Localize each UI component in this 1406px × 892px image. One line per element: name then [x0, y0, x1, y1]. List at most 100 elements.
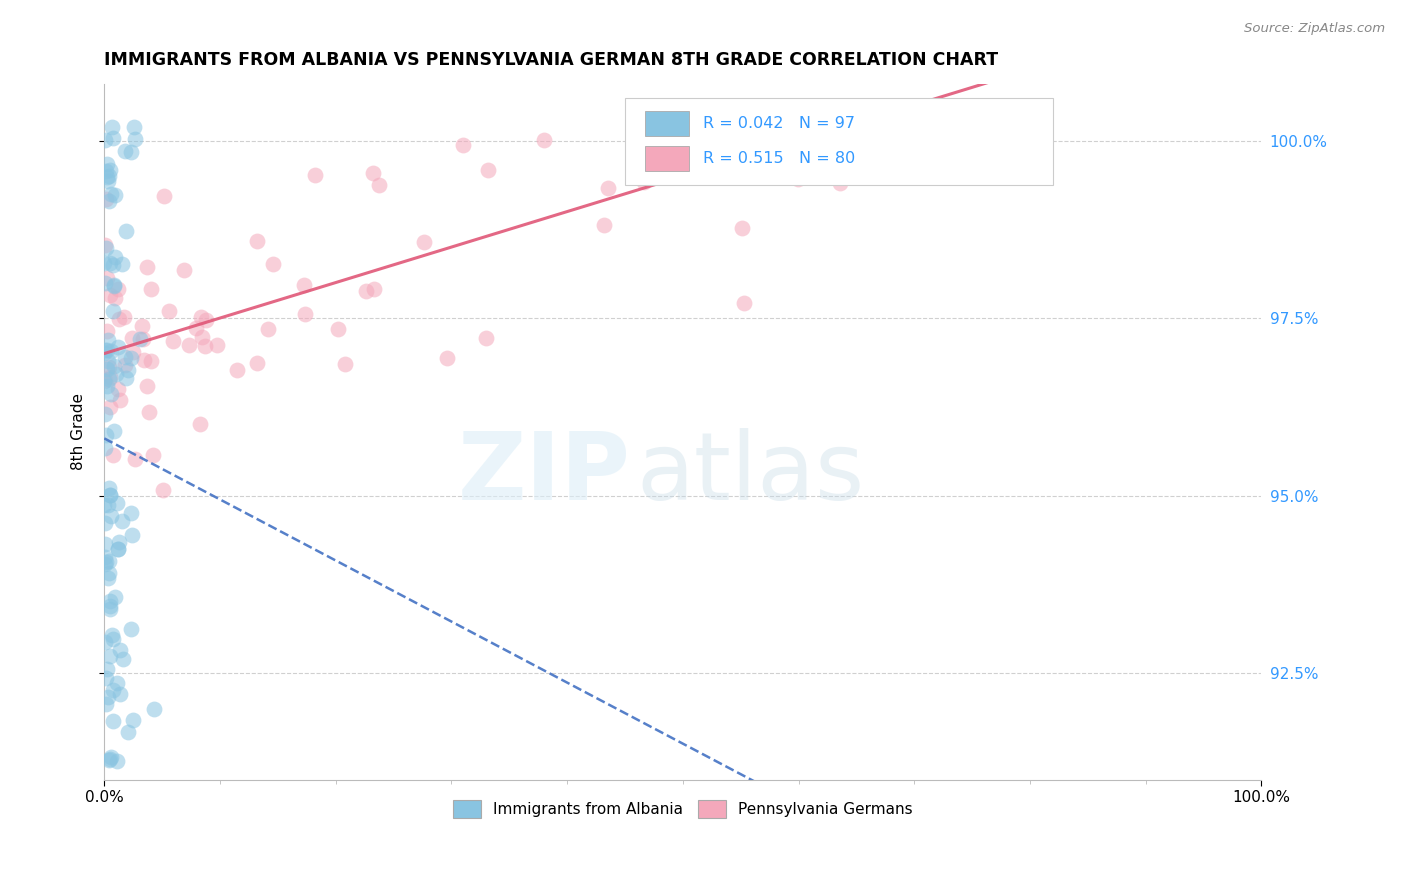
- Point: [142, 702, 165, 716]
- Point: [97, 333, 120, 347]
- Point: [335, 358, 357, 372]
- Point: [120, 506, 142, 520]
- Point: [111, 257, 134, 271]
- Text: atlas: atlas: [637, 427, 865, 520]
- Bar: [645, 146, 689, 171]
- Point: [108, 535, 131, 549]
- Point: [122, 345, 145, 359]
- Point: [633, 175, 655, 189]
- Point: [257, 322, 280, 336]
- Point: [304, 169, 326, 183]
- Point: [157, 304, 180, 318]
- Point: [153, 189, 176, 203]
- Point: [648, 112, 671, 127]
- Point: [803, 112, 825, 127]
- Point: [94, 192, 117, 206]
- Point: [139, 353, 162, 368]
- Point: [114, 350, 136, 364]
- Point: [98, 194, 121, 208]
- Point: [94, 536, 117, 550]
- Point: [98, 369, 121, 384]
- Point: [100, 387, 122, 401]
- Point: [96, 697, 118, 711]
- Point: [326, 322, 349, 336]
- Point: [114, 358, 136, 372]
- Point: [94, 516, 117, 530]
- Point: [93, 442, 115, 456]
- Point: [98, 648, 121, 663]
- Point: [742, 112, 765, 127]
- Point: [136, 260, 159, 274]
- Point: [436, 351, 458, 366]
- Point: [93, 374, 115, 388]
- Point: [363, 282, 385, 296]
- Point: [162, 334, 184, 348]
- Point: [190, 310, 212, 324]
- Point: [98, 372, 121, 386]
- Point: [114, 224, 136, 238]
- Point: [94, 554, 117, 568]
- Point: [97, 173, 120, 187]
- Point: [184, 320, 207, 334]
- Point: [107, 542, 129, 557]
- Point: [94, 671, 117, 685]
- Point: [103, 359, 125, 373]
- Point: [94, 277, 117, 291]
- Point: [361, 166, 384, 180]
- Point: [108, 392, 131, 407]
- Point: [101, 683, 124, 698]
- Point: [191, 330, 214, 344]
- Point: [94, 241, 117, 255]
- Text: ZIP: ZIP: [458, 427, 631, 520]
- Point: [110, 643, 132, 657]
- Point: [246, 356, 269, 370]
- Bar: [645, 112, 689, 136]
- Point: [823, 129, 845, 144]
- Point: [98, 288, 121, 302]
- Point: [96, 378, 118, 392]
- Point: [122, 713, 145, 727]
- Point: [93, 132, 115, 146]
- Text: Source: ZipAtlas.com: Source: ZipAtlas.com: [1244, 22, 1385, 36]
- Point: [112, 310, 135, 324]
- Point: [107, 382, 129, 396]
- Point: [97, 353, 120, 368]
- Point: [94, 550, 117, 565]
- Point: [98, 599, 121, 613]
- Point: [93, 343, 115, 357]
- Point: [596, 181, 619, 195]
- Point: [105, 676, 128, 690]
- Point: [97, 571, 120, 585]
- Point: [179, 338, 201, 352]
- Point: [98, 359, 121, 374]
- Point: [105, 754, 128, 768]
- Point: [100, 628, 122, 642]
- Point: [117, 363, 139, 377]
- Point: [593, 219, 616, 233]
- Point: [94, 428, 117, 442]
- Point: [724, 112, 747, 127]
- Point: [98, 256, 121, 270]
- Point: [98, 163, 121, 178]
- Point: [101, 304, 124, 318]
- Point: [98, 602, 121, 616]
- Point: [97, 690, 120, 704]
- Point: [731, 221, 754, 235]
- Text: IMMIGRANTS FROM ALBANIA VS PENNSYLVANIA GERMAN 8TH GRADE CORRELATION CHART: IMMIGRANTS FROM ALBANIA VS PENNSYLVANIA …: [104, 51, 998, 69]
- Point: [828, 176, 851, 190]
- Point: [100, 343, 122, 358]
- Point: [354, 285, 377, 299]
- Point: [100, 509, 122, 524]
- Point: [477, 163, 499, 178]
- Point: [107, 340, 129, 354]
- Point: [650, 157, 672, 171]
- Point: [815, 134, 838, 148]
- Point: [103, 188, 125, 202]
- Point: [93, 557, 115, 571]
- Point: [246, 234, 269, 248]
- Point: [101, 131, 124, 145]
- Point: [100, 488, 122, 502]
- Point: [139, 282, 162, 296]
- Point: [225, 363, 247, 377]
- Point: [96, 362, 118, 376]
